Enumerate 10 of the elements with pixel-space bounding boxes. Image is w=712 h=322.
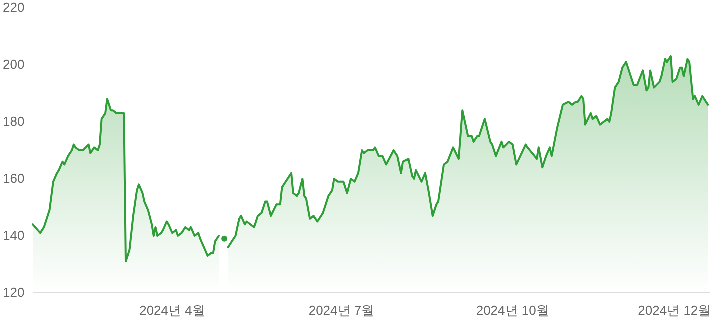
y-tick-label: 220 — [3, 0, 25, 15]
x-tick-label: 2024년 4월 — [140, 303, 206, 318]
x-tick-label: 2024년 12월 — [638, 303, 712, 318]
y-tick-label: 140 — [3, 228, 25, 243]
x-tick-label: 2024년 7월 — [308, 303, 375, 318]
y-tick-label: 160 — [3, 171, 25, 186]
x-tick-label: 2024년 10월 — [476, 303, 550, 318]
y-tick-label: 120 — [3, 285, 25, 300]
y-tick-label: 180 — [3, 114, 25, 129]
y-tick-label: 200 — [3, 57, 25, 72]
